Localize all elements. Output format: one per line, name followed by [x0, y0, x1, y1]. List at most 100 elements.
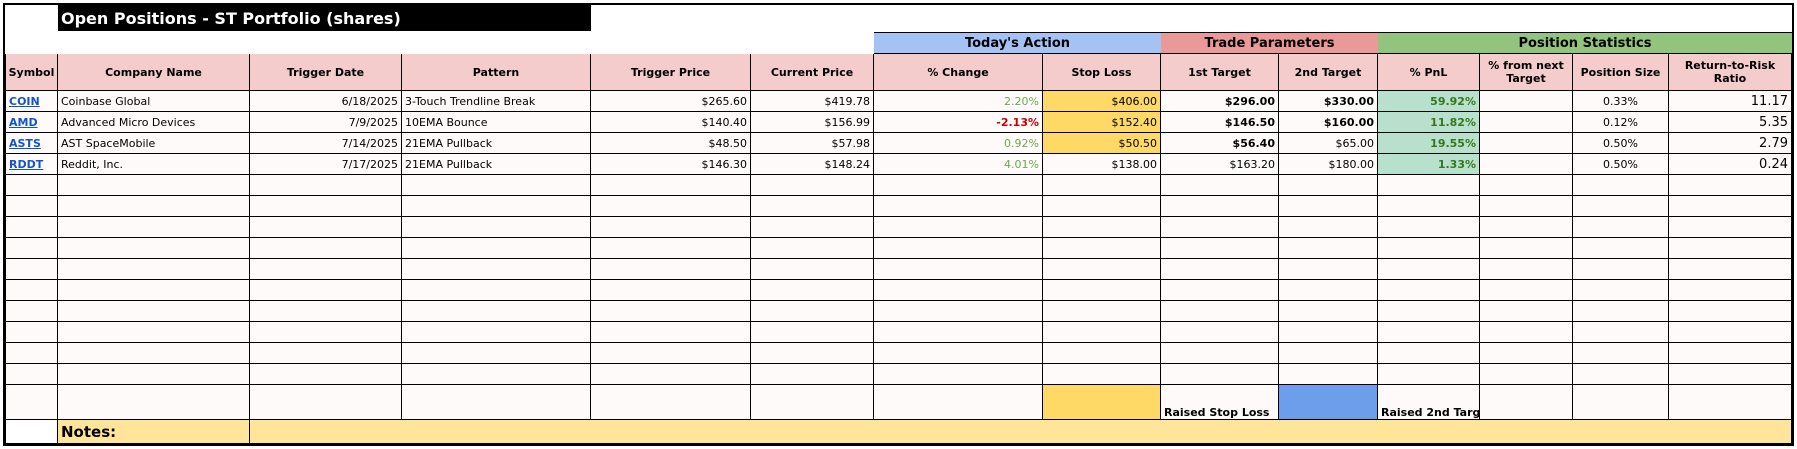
legend-cell	[1669, 385, 1792, 420]
empty-cell	[1480, 364, 1573, 385]
empty-cell	[250, 238, 402, 259]
table-cell: ASTS	[5, 133, 58, 154]
empty-cell	[1573, 238, 1669, 259]
column-header: % PnL	[1378, 54, 1480, 91]
empty-cell	[591, 196, 751, 217]
table-cell: $138.00	[1043, 154, 1161, 175]
table-cell: 3-Touch Trendline Break	[402, 91, 591, 112]
empty-cell	[1573, 175, 1669, 196]
table-cell: 7/17/2025	[250, 154, 402, 175]
group-header: Today's Action	[874, 32, 1161, 54]
empty-cell	[1669, 175, 1792, 196]
table-cell: $48.50	[591, 133, 751, 154]
title: Open Positions - ST Portfolio (shares)	[58, 5, 591, 31]
table-cell: $296.00	[1161, 91, 1279, 112]
column-header: Stop Loss	[1043, 54, 1161, 91]
table-cell: 21EMA Pullback	[402, 133, 591, 154]
empty-cell	[1573, 280, 1669, 301]
empty-cell	[1378, 322, 1480, 343]
empty-cell	[591, 217, 751, 238]
column-header: 2nd Target	[1279, 54, 1378, 91]
empty-cell	[1161, 343, 1279, 364]
empty-cell	[250, 259, 402, 280]
empty-cell	[5, 322, 58, 343]
table-cell: $56.40	[1161, 133, 1279, 154]
empty-cell	[250, 322, 402, 343]
symbol-link[interactable]: ASTS	[9, 136, 41, 150]
empty-cell	[402, 364, 591, 385]
table-cell: 7/9/2025	[250, 112, 402, 133]
empty-cell	[1378, 301, 1480, 322]
table-cell: $330.00	[1279, 91, 1378, 112]
empty-cell	[874, 301, 1043, 322]
empty-cell	[5, 280, 58, 301]
empty-cell	[58, 343, 250, 364]
empty-cell	[402, 343, 591, 364]
table-cell: AMD	[5, 112, 58, 133]
empty-cell	[1279, 322, 1378, 343]
group-header: Trade Parameters	[1161, 32, 1378, 54]
empty-cell	[5, 196, 58, 217]
symbol-link[interactable]: COIN	[9, 94, 40, 108]
empty-cell	[58, 175, 250, 196]
table-cell: 7/14/2025	[250, 133, 402, 154]
table-cell: $156.99	[751, 112, 874, 133]
empty-cell	[1279, 280, 1378, 301]
empty-cell	[5, 217, 58, 238]
empty-cell	[250, 175, 402, 196]
empty-cell	[58, 280, 250, 301]
table-cell: $140.40	[591, 112, 751, 133]
symbol-link[interactable]: AMD	[9, 115, 38, 129]
symbol-link[interactable]: RDDT	[9, 157, 44, 171]
table-cell: COIN	[5, 91, 58, 112]
empty-cell	[1669, 280, 1792, 301]
empty-cell	[874, 280, 1043, 301]
empty-cell	[751, 343, 874, 364]
empty-cell	[1480, 343, 1573, 364]
empty-cell	[751, 259, 874, 280]
legend-cell	[1279, 385, 1378, 420]
empty-cell	[1161, 259, 1279, 280]
empty-cell	[874, 196, 1043, 217]
empty-cell	[1043, 322, 1161, 343]
table-cell: 5.35	[1669, 112, 1792, 133]
empty-cell	[1279, 343, 1378, 364]
empty-cell	[5, 343, 58, 364]
empty-cell	[250, 280, 402, 301]
empty-cell	[250, 196, 402, 217]
legend-cell	[591, 385, 751, 420]
empty-cell	[751, 196, 874, 217]
empty-cell	[1480, 154, 1573, 175]
empty-cell	[1669, 322, 1792, 343]
table-cell: 11.82%	[1378, 112, 1480, 133]
table-cell: 1.33%	[1378, 154, 1480, 175]
empty-cell	[1480, 259, 1573, 280]
empty-cell	[1161, 175, 1279, 196]
table-cell: Coinbase Global	[58, 91, 250, 112]
table-cell: $146.30	[591, 154, 751, 175]
empty-cell	[591, 280, 751, 301]
empty-cell	[591, 259, 751, 280]
empty-cell	[1279, 175, 1378, 196]
empty-cell	[5, 301, 58, 322]
table-cell: 4.01%	[874, 154, 1043, 175]
table-cell: $265.60	[591, 91, 751, 112]
empty-cell	[1161, 322, 1279, 343]
legend-cell	[874, 385, 1043, 420]
table-cell: AST SpaceMobile	[58, 133, 250, 154]
empty-cell	[5, 420, 58, 444]
column-header: Trigger Date	[250, 54, 402, 91]
empty-cell	[1669, 364, 1792, 385]
empty-cell	[1043, 364, 1161, 385]
empty-cell	[1043, 196, 1161, 217]
table-cell: 0.50%	[1573, 133, 1669, 154]
empty-cell	[58, 238, 250, 259]
column-header: Current Price	[751, 54, 874, 91]
empty-cell	[1573, 259, 1669, 280]
table-cell: 6/18/2025	[250, 91, 402, 112]
notes-label: Notes:	[58, 420, 250, 444]
empty-cell	[1573, 301, 1669, 322]
table-cell: $163.20	[1161, 154, 1279, 175]
empty-cell	[1043, 343, 1161, 364]
column-header: Symbol	[5, 54, 58, 91]
